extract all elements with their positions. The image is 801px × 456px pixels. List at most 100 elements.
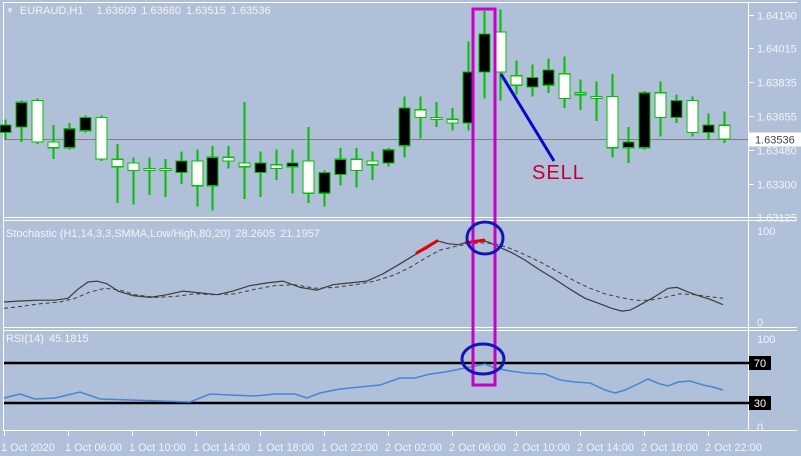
candle bbox=[286, 149, 299, 194]
stochastic-highlight-segment bbox=[415, 239, 439, 255]
price-axis-label: 1.63300 bbox=[757, 180, 797, 192]
candle-body bbox=[318, 171, 331, 194]
axis-label: 0 bbox=[757, 317, 763, 329]
candle-body bbox=[510, 75, 523, 86]
candle bbox=[270, 149, 283, 180]
candle-body bbox=[542, 69, 555, 86]
candle-body bbox=[622, 141, 635, 149]
candle bbox=[143, 157, 156, 196]
candle bbox=[238, 102, 251, 199]
candle-body bbox=[382, 149, 395, 164]
stochastic-signal-value: 21.1957 bbox=[280, 228, 320, 240]
time-axis-label: 2 Oct 06:00 bbox=[449, 442, 506, 454]
candle-body bbox=[31, 99, 44, 143]
candle-body bbox=[526, 76, 539, 88]
rsi-name-params: RSI(14) bbox=[6, 333, 44, 345]
candle bbox=[95, 115, 108, 161]
candle bbox=[590, 81, 603, 122]
candle bbox=[31, 98, 44, 144]
time-axis-label: 1 Oct 2020 bbox=[1, 442, 55, 454]
candle bbox=[79, 115, 92, 133]
candle bbox=[111, 144, 124, 203]
current-price-tag-text: 1.63536 bbox=[755, 135, 795, 147]
time-axis-label: 2 Oct 18:00 bbox=[641, 442, 698, 454]
candle-body bbox=[222, 156, 235, 162]
axis-label: 100 bbox=[757, 226, 775, 238]
candle bbox=[191, 149, 204, 207]
chart-title: ▼ EURAUD,H1 1.63609 1.63680 1.63515 1.63536 bbox=[6, 5, 271, 17]
candle-body bbox=[718, 124, 731, 140]
candle-body bbox=[111, 158, 124, 168]
candle bbox=[63, 123, 76, 150]
candle-body bbox=[159, 168, 172, 172]
candle bbox=[254, 151, 267, 198]
candle-body bbox=[0, 124, 12, 134]
candle bbox=[494, 9, 507, 101]
candle bbox=[15, 100, 28, 143]
stochastic-name-params: Stochastic (H1,14,3,3,SMMA,Low/High,80,2… bbox=[6, 228, 231, 240]
chart-dropdown-arrow-icon[interactable]: ▼ bbox=[6, 6, 14, 15]
stochastic-indicator-label: Stochastic (H1,14,3,3,SMMA,Low/High,80,2… bbox=[6, 228, 320, 240]
candle-body bbox=[574, 92, 587, 96]
sell-arrow-line[interactable] bbox=[499, 73, 556, 162]
candle bbox=[222, 145, 235, 169]
candle-body bbox=[175, 160, 188, 173]
candle-body bbox=[254, 162, 267, 173]
rsi-line bbox=[3, 363, 724, 403]
price-axis-label: 1.63835 bbox=[757, 78, 797, 90]
candle-body bbox=[270, 164, 283, 170]
candle bbox=[718, 111, 731, 143]
rsi-level-tag-text: 70 bbox=[754, 358, 766, 370]
candle-body bbox=[494, 31, 507, 73]
time-axis-label: 1 Oct 06:00 bbox=[65, 442, 122, 454]
candle-body bbox=[350, 158, 363, 172]
candle bbox=[350, 147, 363, 188]
rsi-indicator-label: RSI(14) 45.1815 bbox=[6, 333, 89, 345]
candle bbox=[175, 151, 188, 184]
candle-body bbox=[47, 141, 60, 149]
ohlc-low: 1.63515 bbox=[186, 5, 226, 17]
price-axis-label: 1.63480 bbox=[757, 146, 797, 158]
candle-body bbox=[366, 160, 379, 166]
candle-body bbox=[79, 116, 92, 132]
candle-body bbox=[654, 92, 667, 119]
candle-body bbox=[702, 124, 715, 134]
stochastic-signal-line bbox=[3, 242, 724, 309]
ellipse-annotation[interactable] bbox=[460, 342, 506, 376]
candle bbox=[542, 58, 555, 93]
ohlc-high: 1.63680 bbox=[141, 5, 182, 17]
candle bbox=[430, 102, 443, 127]
candle-body bbox=[414, 109, 427, 119]
candle bbox=[478, 11, 491, 99]
candle-body bbox=[95, 116, 108, 160]
candle bbox=[702, 113, 715, 141]
candle-body bbox=[286, 162, 299, 168]
sell-annotation-text: SELL bbox=[532, 162, 585, 184]
rsi-level-tag bbox=[749, 356, 771, 370]
candle-body bbox=[206, 156, 219, 187]
candle bbox=[654, 81, 667, 137]
ohlc-close: 1.63536 bbox=[230, 5, 271, 17]
time-axis-label: 2 Oct 22:00 bbox=[705, 442, 762, 454]
candle-body bbox=[478, 33, 491, 73]
candle bbox=[686, 96, 699, 137]
candle-body bbox=[191, 160, 204, 187]
time-axis bbox=[4, 430, 709, 436]
candle-body bbox=[670, 99, 683, 119]
signal-rectangle-annotation[interactable] bbox=[471, 7, 497, 387]
candle-body bbox=[15, 101, 28, 128]
candle bbox=[510, 60, 523, 95]
candle-body bbox=[638, 92, 651, 149]
rsi-value: 45.1815 bbox=[48, 333, 89, 345]
stochastic-main-line bbox=[3, 239, 724, 312]
candle-body bbox=[127, 162, 140, 172]
time-axis-label: 2 Oct 02:00 bbox=[385, 442, 442, 454]
candle bbox=[574, 79, 587, 110]
candle-body bbox=[430, 116, 443, 121]
price-axis-label: 1.64015 bbox=[757, 44, 797, 56]
candle bbox=[318, 170, 331, 207]
ellipse-annotation[interactable] bbox=[465, 220, 505, 256]
candle-body bbox=[398, 107, 411, 147]
